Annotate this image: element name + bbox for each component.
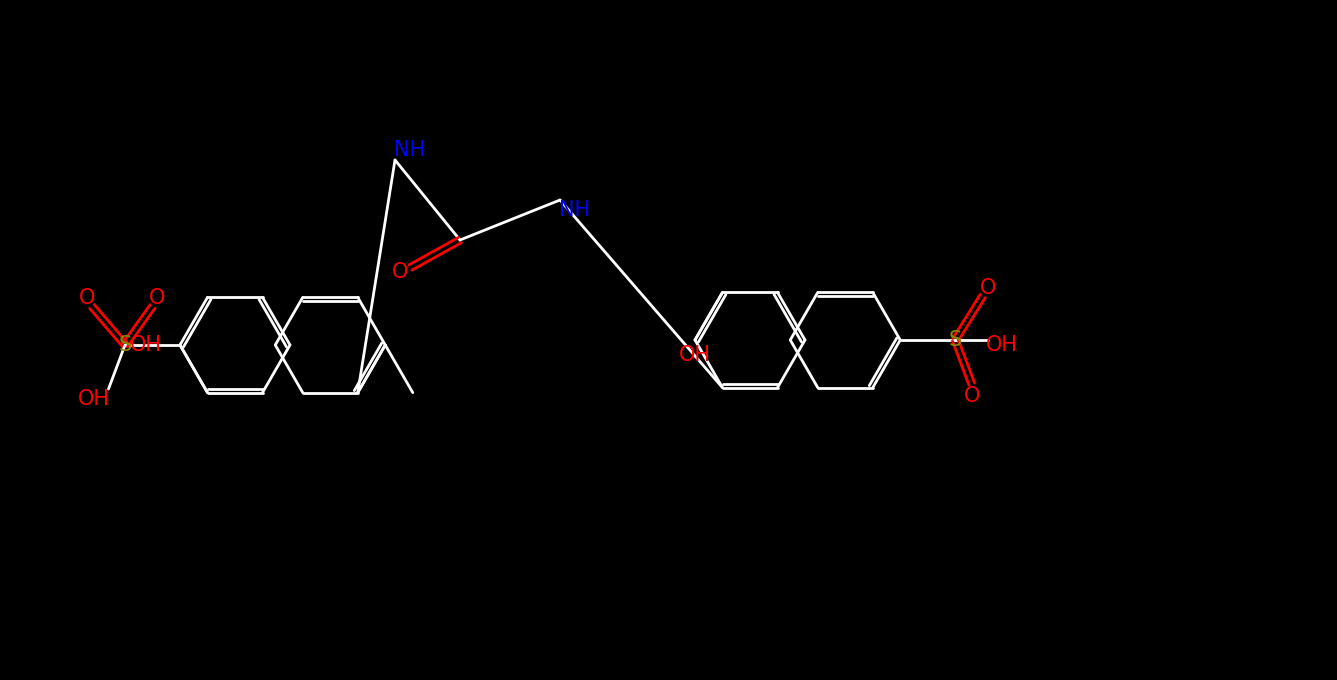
Text: OH: OH — [78, 389, 110, 409]
Text: NH: NH — [394, 140, 425, 160]
Text: OH: OH — [130, 335, 162, 355]
Text: O: O — [79, 288, 95, 309]
Text: S: S — [949, 330, 961, 350]
Text: O: O — [980, 278, 996, 298]
Text: OH: OH — [679, 345, 711, 365]
Text: NH: NH — [559, 200, 591, 220]
Text: O: O — [150, 288, 166, 309]
Text: OH: OH — [985, 335, 1017, 355]
Text: S: S — [119, 335, 131, 355]
Text: O: O — [964, 386, 980, 406]
Text: O: O — [392, 262, 409, 282]
